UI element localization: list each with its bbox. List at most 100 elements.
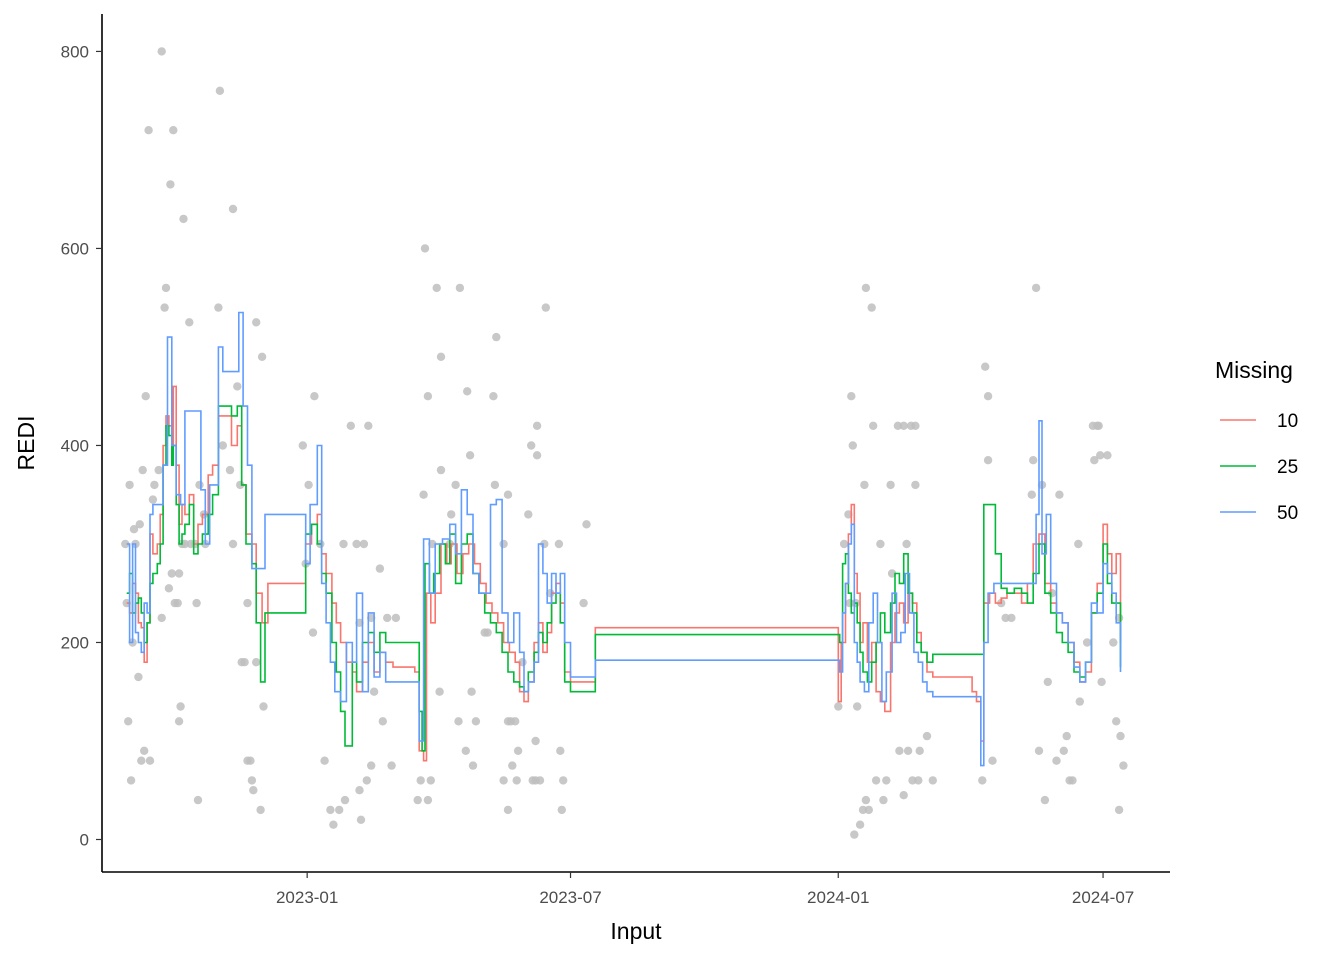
data-point xyxy=(524,510,533,519)
y-tick-label: 0 xyxy=(80,830,89,849)
data-point xyxy=(1116,731,1125,741)
data-point xyxy=(252,658,261,667)
data-point xyxy=(451,480,460,490)
data-point xyxy=(902,539,911,549)
data-point xyxy=(861,795,871,805)
data-point xyxy=(867,303,876,312)
data-point xyxy=(1068,776,1077,785)
data-point xyxy=(1031,283,1041,293)
data-point xyxy=(899,791,908,800)
data-point xyxy=(355,786,364,795)
data-point xyxy=(499,539,508,549)
data-point xyxy=(169,126,178,135)
data-point xyxy=(160,303,169,312)
series-line-50 xyxy=(126,311,1122,767)
data-point xyxy=(129,525,139,534)
data-point xyxy=(145,756,155,765)
data-point xyxy=(1029,456,1038,465)
data-point xyxy=(1090,456,1099,465)
data-point xyxy=(359,539,369,549)
data-point xyxy=(1055,490,1064,499)
data-point xyxy=(1075,697,1085,706)
data-point xyxy=(126,776,136,785)
data-point xyxy=(483,628,492,637)
data-point xyxy=(346,421,355,430)
data-point xyxy=(914,776,923,785)
data-point xyxy=(465,451,475,460)
data-point xyxy=(369,687,379,696)
data-point xyxy=(454,717,463,726)
data-point xyxy=(154,465,163,475)
data-point xyxy=(871,776,881,785)
data-point xyxy=(138,465,147,475)
data-point xyxy=(848,441,857,450)
data-point xyxy=(847,392,856,401)
data-point xyxy=(532,451,542,460)
data-point xyxy=(850,830,859,839)
data-point xyxy=(240,658,249,667)
data-point xyxy=(166,180,175,189)
data-point xyxy=(125,480,134,490)
data-point xyxy=(1043,677,1053,687)
data-point xyxy=(249,786,258,795)
data-point xyxy=(579,598,588,608)
data-point xyxy=(436,465,446,475)
lines-layer xyxy=(126,311,1122,767)
data-point xyxy=(1040,795,1050,805)
data-point xyxy=(887,569,897,578)
data-point xyxy=(367,613,376,623)
x-axis-title: Input xyxy=(610,918,662,944)
y-axis-ticks: 0 200 400 600 800 xyxy=(61,42,102,849)
data-point xyxy=(148,495,158,504)
data-point xyxy=(310,392,319,401)
x-axis-ticks: 2023-01 2023-07 2024-01 2024-07 xyxy=(276,872,1134,907)
data-point xyxy=(978,776,987,785)
legend: Missing 10 25 50 xyxy=(1215,357,1298,524)
data-point xyxy=(582,520,591,529)
data-point xyxy=(124,717,133,726)
data-point xyxy=(461,746,470,755)
data-point xyxy=(185,318,194,327)
data-point xyxy=(1074,539,1083,549)
data-point xyxy=(455,283,465,293)
legend-label-10: 10 xyxy=(1277,411,1298,432)
data-point xyxy=(864,805,873,815)
data-point xyxy=(559,776,568,785)
y-tick-label: 800 xyxy=(61,42,89,61)
data-point xyxy=(1052,756,1061,765)
data-point xyxy=(447,510,456,519)
data-point xyxy=(541,303,550,312)
data-point xyxy=(356,815,366,824)
data-point xyxy=(503,490,513,499)
data-point xyxy=(134,672,143,682)
legend-label-25: 25 xyxy=(1277,457,1298,478)
data-point xyxy=(981,362,990,371)
data-point xyxy=(860,480,869,490)
data-point xyxy=(1001,613,1010,623)
series-line-25 xyxy=(126,405,1122,752)
data-point xyxy=(1027,490,1037,499)
x-tick-label: 2024-01 xyxy=(807,888,869,907)
data-point xyxy=(362,776,371,785)
data-point xyxy=(557,805,566,815)
data-point xyxy=(140,746,149,755)
data-point xyxy=(179,214,188,224)
data-point xyxy=(195,480,204,490)
data-point xyxy=(157,47,166,56)
data-point xyxy=(320,756,329,765)
data-point xyxy=(535,776,545,785)
data-point xyxy=(1062,731,1071,741)
data-point xyxy=(922,731,932,741)
data-point xyxy=(420,244,430,253)
data-point xyxy=(1096,451,1105,460)
data-point xyxy=(1034,746,1044,755)
data-point xyxy=(225,465,235,475)
legend-title: Missing xyxy=(1215,357,1293,383)
data-point xyxy=(499,776,508,785)
data-point xyxy=(167,569,176,578)
x-tick-label: 2024-07 xyxy=(1072,888,1134,907)
data-point xyxy=(367,761,376,770)
data-point xyxy=(869,421,878,430)
y-axis-title: REDI xyxy=(13,416,39,471)
